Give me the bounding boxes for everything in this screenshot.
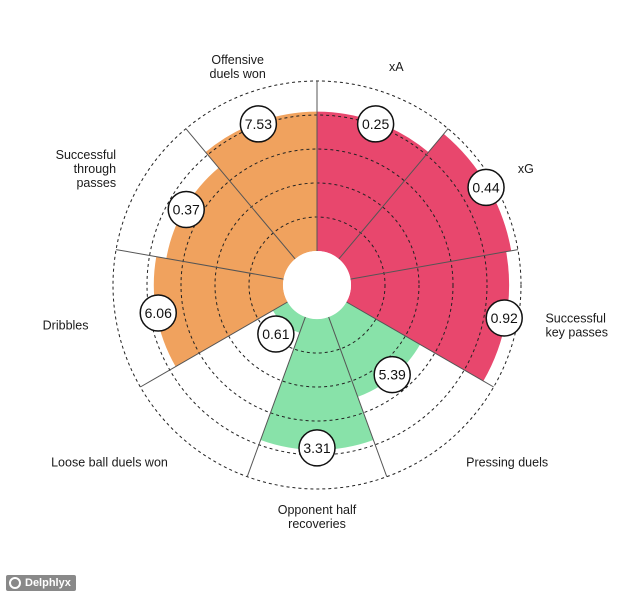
- spoke-8: [185, 128, 296, 260]
- category-label-8: Offensive duels won: [210, 53, 266, 81]
- value-bubble-4: [298, 429, 336, 467]
- value-label-5: 0.61: [262, 326, 289, 342]
- value-bubble-7: [167, 190, 205, 229]
- value-bubble-6: [139, 294, 177, 332]
- category-label-7: Successful through passes: [56, 148, 116, 190]
- wedge-6: [153, 256, 288, 367]
- brand-watermark: Delphlyx: [6, 575, 76, 591]
- category-label-6: Dribbles: [43, 318, 89, 332]
- wedge-4: [260, 316, 374, 450]
- spoke-6: [140, 301, 288, 388]
- category-label-0: xA: [389, 60, 404, 74]
- value-label-6: 6.06: [145, 305, 172, 321]
- category-label-5: Loose ball duels won: [51, 456, 168, 470]
- value-label-1: 0.44: [472, 179, 499, 195]
- wedge-1: [338, 133, 512, 280]
- value-label-4: 3.31: [303, 440, 330, 456]
- value-bubble-5: [257, 315, 295, 353]
- value-bubble-1: [467, 168, 505, 207]
- wedge-5: [272, 302, 306, 333]
- wedge-3: [328, 302, 421, 397]
- value-bubble-0: [356, 105, 395, 143]
- wedge-0: [317, 111, 429, 259]
- category-label-4: Opponent half recoveries: [278, 503, 357, 531]
- spoke-5: [246, 316, 306, 477]
- value-label-3: 5.39: [379, 367, 406, 383]
- value-label-2: 0.92: [491, 310, 518, 326]
- category-label-1: xG: [518, 162, 534, 176]
- spoke-4: [328, 316, 388, 477]
- wedge-2: [346, 251, 510, 382]
- center-hole: [283, 251, 351, 319]
- value-bubble-3: [373, 355, 411, 394]
- value-label-7: 0.37: [173, 202, 200, 218]
- value-label-8: 7.53: [245, 116, 272, 132]
- spoke-2: [350, 249, 518, 280]
- grid-ring-2: [214, 182, 420, 388]
- value-label-0: 0.25: [362, 116, 389, 132]
- spoke-3: [346, 301, 494, 388]
- value-bubble-2: [485, 299, 523, 337]
- grid-ring-3: [180, 148, 454, 422]
- value-bubble-8: [239, 105, 278, 143]
- wedge-8: [205, 111, 317, 259]
- spoke-7: [116, 249, 284, 280]
- spoke-1: [338, 128, 449, 260]
- category-label-2: Successful key passes: [545, 311, 608, 339]
- category-label-3: Pressing duels: [466, 456, 548, 470]
- brand-name: Delphlyx: [25, 577, 71, 589]
- brand-logo-icon: [9, 577, 21, 589]
